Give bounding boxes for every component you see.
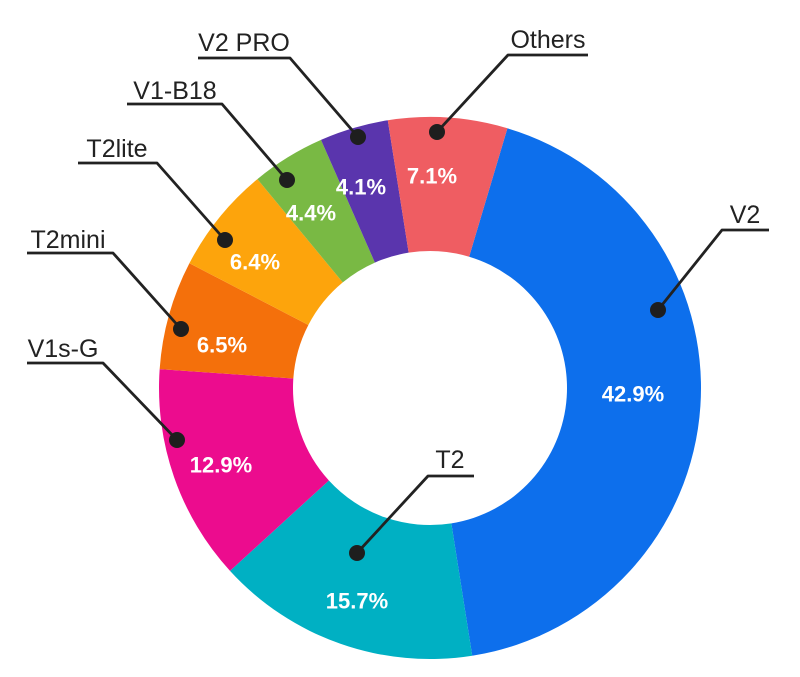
leader-dot-v2-pro — [350, 129, 366, 145]
percent-label-v2: 42.9% — [602, 382, 664, 407]
slice-t2mini[interactable] — [159, 263, 309, 379]
slice-t2[interactable] — [230, 480, 473, 659]
leader-line-t2lite — [78, 161, 227, 241]
slice-others[interactable] — [387, 117, 508, 257]
category-label-t2mini: T2mini — [30, 226, 105, 254]
slice-v2[interactable] — [451, 128, 702, 656]
leader-line-v1-b18 — [127, 102, 289, 181]
category-label-t2: T2 — [435, 446, 464, 474]
leader-line-others — [435, 53, 588, 133]
leader-dot-v2 — [650, 302, 666, 318]
category-label-v1-b18: V1-B18 — [133, 77, 216, 105]
leader-line-v2 — [656, 228, 769, 311]
leader-line-t2 — [355, 474, 474, 554]
leader-dot-others — [429, 124, 445, 140]
category-label-others: Others — [510, 26, 585, 54]
percent-label-v1s-g: 12.9% — [190, 453, 252, 478]
leader-dot-t2 — [349, 545, 365, 561]
category-label-v2-pro: V2 PRO — [198, 29, 290, 57]
percent-label-others: 7.1% — [407, 164, 457, 189]
leader-line-v2-pro — [198, 56, 360, 138]
category-label-t2lite: T2lite — [86, 135, 147, 163]
leader-dot-t2mini — [173, 321, 189, 337]
category-label-v2: V2 — [730, 201, 761, 229]
leader-line-v1s-g — [27, 361, 179, 441]
percent-label-t2mini: 6.5% — [197, 333, 247, 358]
leader-dot-t2lite — [217, 232, 233, 248]
slice-v1s-g[interactable] — [159, 369, 329, 571]
percent-label-t2lite: 6.4% — [230, 250, 280, 275]
leader-dot-v1-b18 — [279, 172, 295, 188]
category-label-v1s-g: V1s-G — [28, 335, 99, 363]
leader-dot-v1s-g — [169, 432, 185, 448]
leader-line-t2mini — [27, 251, 183, 330]
percent-label-v1-b18: 4.4% — [286, 201, 336, 226]
percent-label-t2: 15.7% — [326, 589, 388, 614]
slice-t2lite[interactable] — [189, 179, 343, 325]
slice-v2-pro[interactable] — [320, 120, 409, 263]
percent-label-v2-pro: 4.1% — [336, 175, 386, 200]
